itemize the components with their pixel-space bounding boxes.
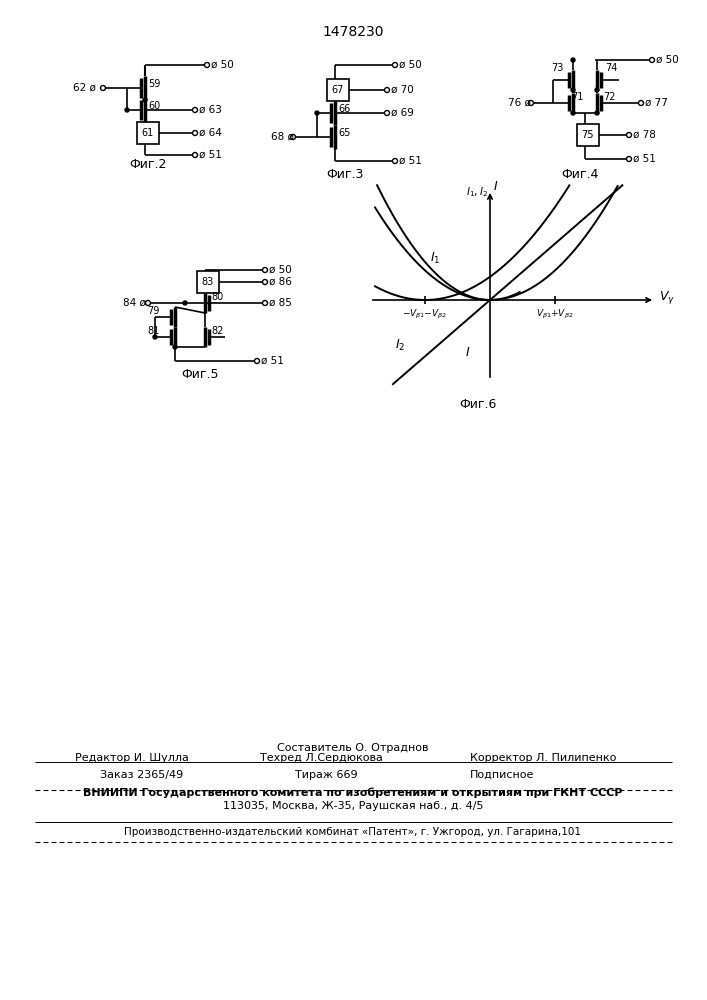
Circle shape <box>153 335 157 339</box>
Text: 75: 75 <box>581 130 593 140</box>
Text: $I_1,I_2$: $I_1,I_2$ <box>466 185 488 199</box>
Circle shape <box>125 108 129 112</box>
Text: Редактор И. Шулла: Редактор И. Шулла <box>75 753 189 763</box>
Text: 81: 81 <box>147 326 159 336</box>
Text: 60: 60 <box>148 101 160 111</box>
Circle shape <box>315 111 319 115</box>
Text: ø 63: ø 63 <box>199 105 222 115</box>
Text: 66: 66 <box>338 104 350 114</box>
Text: 80: 80 <box>211 292 223 302</box>
Text: 1478230: 1478230 <box>322 25 384 39</box>
Text: ø 50: ø 50 <box>211 60 234 70</box>
Text: ВНИИПИ Государственного комитета по изобретениям и открытиям при ГКНТ СССР: ВНИИПИ Государственного комитета по изоб… <box>83 788 623 798</box>
Text: Подписное: Подписное <box>470 770 534 780</box>
Text: Заказ 2365/49: Заказ 2365/49 <box>100 770 183 780</box>
Circle shape <box>571 58 575 62</box>
Text: 113035, Москва, Ж-35, Раушская наб., д. 4/5: 113035, Москва, Ж-35, Раушская наб., д. … <box>223 801 484 811</box>
Text: 82: 82 <box>211 326 223 336</box>
Text: 76 ø: 76 ø <box>508 98 531 108</box>
Text: 84 ø: 84 ø <box>123 298 146 308</box>
Text: 68 ø: 68 ø <box>271 132 294 142</box>
Text: $-V_{\beta1}{-}V_{\beta2}$: $-V_{\beta1}{-}V_{\beta2}$ <box>402 307 448 321</box>
Text: 59: 59 <box>148 79 160 89</box>
Text: ø 86: ø 86 <box>269 277 292 287</box>
Text: ø 78: ø 78 <box>633 130 656 140</box>
Text: ø 70: ø 70 <box>391 85 414 95</box>
Text: 65: 65 <box>338 128 351 138</box>
Text: 61: 61 <box>141 128 153 138</box>
Circle shape <box>143 98 147 102</box>
Bar <box>577 124 599 146</box>
Text: ø 51: ø 51 <box>633 154 656 164</box>
Text: 79: 79 <box>147 306 159 316</box>
Circle shape <box>571 111 575 115</box>
Text: Составитель О. Отраднов: Составитель О. Отраднов <box>277 743 428 753</box>
Text: $V_{\beta1}{+}V_{\beta2}$: $V_{\beta1}{+}V_{\beta2}$ <box>536 307 574 321</box>
Text: Фиг.3: Фиг.3 <box>327 168 363 182</box>
Text: ø 51: ø 51 <box>261 356 284 366</box>
Text: $I_1$: $I_1$ <box>430 250 440 266</box>
Text: 62 ø: 62 ø <box>73 83 96 93</box>
Text: ø 50: ø 50 <box>656 55 679 65</box>
Text: $I$: $I$ <box>465 346 471 359</box>
Text: Корректор Л. Пилипенко: Корректор Л. Пилипенко <box>470 753 617 763</box>
Text: 71: 71 <box>571 92 583 102</box>
Text: Техред Л.Сердюкова: Техред Л.Сердюкова <box>260 753 383 763</box>
Text: 73: 73 <box>551 63 563 73</box>
Circle shape <box>595 88 599 92</box>
Text: 83: 83 <box>201 277 214 287</box>
Circle shape <box>571 88 575 92</box>
Text: Тираж 669: Тираж 669 <box>295 770 358 780</box>
Text: ø 64: ø 64 <box>199 128 222 138</box>
Circle shape <box>183 301 187 305</box>
Text: Фиг.5: Фиг.5 <box>181 367 218 380</box>
Text: Производственно-издательский комбинат «Патент», г. Ужгород, ул. Гагарина,101: Производственно-издательский комбинат «П… <box>124 827 581 837</box>
Text: ø 85: ø 85 <box>269 298 292 308</box>
Text: 74: 74 <box>605 63 617 73</box>
Text: $I$: $I$ <box>493 180 498 192</box>
Text: Фиг.6: Фиг.6 <box>460 397 497 410</box>
Text: $V_\gamma$: $V_\gamma$ <box>659 290 675 306</box>
Text: Фиг.2: Фиг.2 <box>129 158 167 172</box>
Bar <box>137 122 159 144</box>
Circle shape <box>595 111 599 115</box>
Bar <box>327 79 349 101</box>
Text: Фиг.4: Фиг.4 <box>561 168 599 182</box>
Text: ø 51: ø 51 <box>399 156 422 166</box>
Text: ø 69: ø 69 <box>391 108 414 118</box>
Text: $I_2$: $I_2$ <box>395 337 405 353</box>
Text: ø 50: ø 50 <box>399 60 422 70</box>
Bar <box>197 271 219 293</box>
Text: ø 51: ø 51 <box>199 150 222 160</box>
Circle shape <box>173 345 177 349</box>
Text: 72: 72 <box>603 92 616 102</box>
Text: 67: 67 <box>331 85 344 95</box>
Text: ø 50: ø 50 <box>269 265 292 275</box>
Text: ø 77: ø 77 <box>645 98 668 108</box>
